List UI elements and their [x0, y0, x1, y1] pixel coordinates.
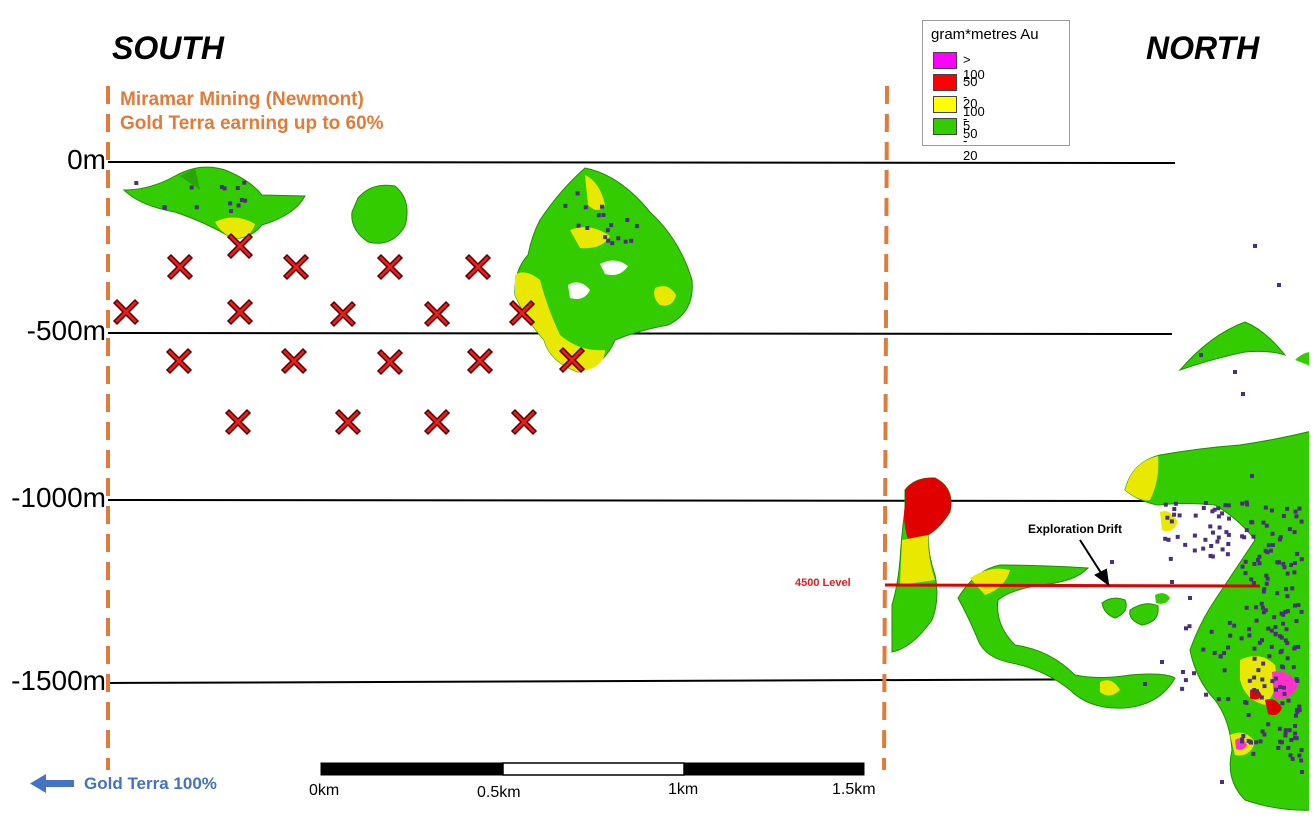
depth-line-500m — [107, 332, 1173, 335]
scale-bar — [320, 762, 865, 776]
drill-target-x-icon — [224, 408, 252, 436]
legend-label: 5 - 20 — [963, 118, 978, 163]
drill-target-x-icon — [508, 299, 536, 327]
scattered-sample-points — [1110, 244, 1304, 784]
drill-target-x-icon — [376, 253, 404, 281]
drill-target-x-icon — [376, 348, 404, 376]
drill-target-x-icon — [329, 300, 357, 328]
gold-terra-100-label: Gold Terra 100% — [84, 774, 217, 793]
ore-body-shallow-west — [122, 166, 306, 239]
drillhole-sample-dots-west — [134, 180, 640, 246]
boundary-line-east — [882, 85, 889, 771]
level-label: 4500 Level — [795, 577, 851, 589]
legend-title: gram*metres Au — [931, 26, 1039, 43]
drillhole-sample-dots — [1163, 500, 1304, 763]
legend-swatch — [933, 52, 957, 69]
drill-target-x-icon — [166, 253, 194, 281]
heading-north: NORTH — [1146, 30, 1260, 66]
ore-body-small-pod — [351, 184, 408, 244]
drill-target-x-icon — [510, 408, 538, 436]
drill-target-x-icon — [112, 298, 140, 326]
depth-label-1500m: -1500m — [11, 665, 106, 696]
ownership-line-2: Gold Terra earning up to 60% — [120, 113, 384, 134]
drill-target-x-icon — [466, 347, 494, 375]
exploration-drift-line — [884, 583, 1261, 588]
arrow-left-icon — [30, 774, 74, 793]
drill-target-x-icon — [464, 253, 492, 281]
drill-target-x-icon — [282, 253, 310, 281]
scale-label-0km: 0km — [309, 782, 340, 799]
ownership-line-1: Miramar Mining (Newmont) — [120, 89, 364, 110]
depth-lines — [107, 161, 1176, 684]
ore-bodies-north — [891, 321, 1309, 811]
drill-target-x-icon — [423, 408, 451, 436]
depth-line-1500m — [107, 678, 1173, 684]
legend-swatch — [933, 96, 957, 113]
drill-target-x-icon — [280, 347, 308, 375]
drift-label: Exploration Drift — [1028, 522, 1123, 536]
legend-label: > 100 — [963, 52, 985, 82]
claim-boundaries — [106, 85, 889, 771]
legend-swatch — [933, 118, 957, 135]
depth-line-1000m — [107, 499, 1173, 502]
drill-target-x-icon — [226, 232, 254, 260]
legend: gram*metres Au > 100 50 - 100 20 - 50 5 … — [922, 20, 1070, 163]
drill-target-x-icon — [423, 300, 451, 328]
depth-line-0m — [107, 161, 1176, 164]
scale-label-1-5km: 1.5km — [832, 781, 876, 798]
legend-label: 50 - 100 — [963, 74, 985, 119]
scale-label-0-5km: 0.5km — [477, 784, 521, 801]
depth-label-0m: 0m — [67, 144, 106, 175]
scale-label-1km: 1km — [668, 781, 699, 798]
drill-target-x-icon — [165, 347, 193, 375]
drift-arrow — [1079, 539, 1110, 587]
drill-target-x-icon — [334, 408, 362, 436]
drill-targets — [112, 232, 586, 436]
heading-south: SOUTH — [112, 30, 224, 66]
legend-swatch — [933, 74, 957, 91]
depth-label-500m: -500m — [26, 315, 106, 346]
legend-label: 20 - 50 — [963, 96, 978, 141]
ore-body-main-west — [514, 167, 693, 373]
drill-target-x-icon — [226, 298, 254, 326]
depth-label-1000m: -1000m — [11, 482, 106, 513]
drill-target-x-icon — [558, 346, 586, 374]
